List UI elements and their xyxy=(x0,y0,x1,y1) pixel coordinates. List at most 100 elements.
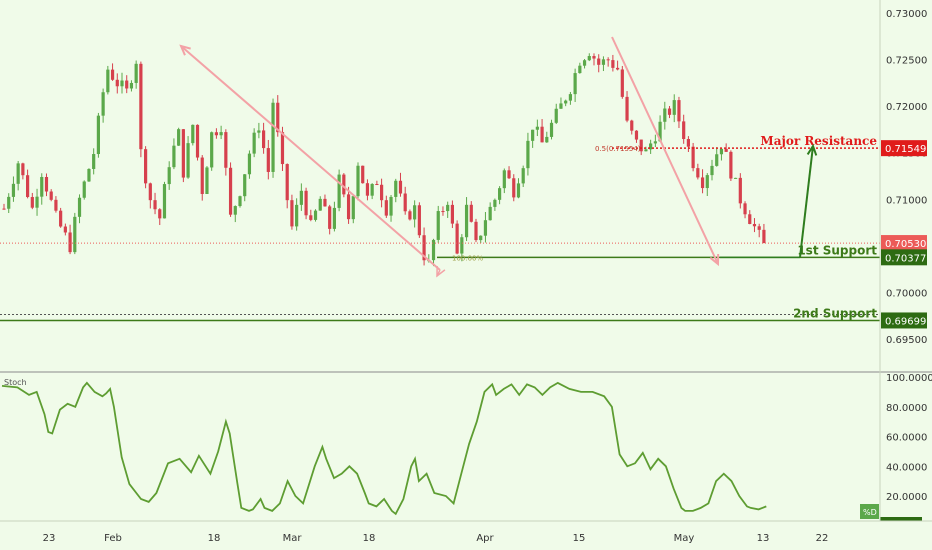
x-tick-label: Feb xyxy=(104,533,122,544)
candle-body xyxy=(158,209,162,219)
candle xyxy=(35,188,39,216)
candle-body xyxy=(120,80,124,87)
candle-body xyxy=(729,151,733,179)
candle xyxy=(450,200,454,229)
candle-body xyxy=(82,181,86,198)
candle-body xyxy=(705,175,709,189)
y-tick-label: 0.72500 xyxy=(886,56,927,67)
stoch-d-badge-text: %D xyxy=(863,508,877,517)
candle xyxy=(464,197,469,241)
candle xyxy=(493,198,497,211)
candle xyxy=(247,150,252,179)
candle xyxy=(479,235,483,244)
price-pane xyxy=(0,53,932,373)
candle xyxy=(125,75,129,94)
candle xyxy=(205,166,209,194)
candle xyxy=(290,194,294,230)
candle-body xyxy=(682,121,686,140)
candle-body xyxy=(337,174,341,208)
candle xyxy=(587,53,591,62)
candle xyxy=(507,166,511,180)
candle xyxy=(417,202,421,238)
x-tick-label: Apr xyxy=(476,533,494,544)
candle xyxy=(578,62,582,74)
pink-arrow-left-head xyxy=(179,44,191,56)
candle-body xyxy=(134,63,138,83)
candle xyxy=(601,56,606,72)
candle-body xyxy=(26,175,30,198)
support-1-badge-bg xyxy=(881,249,927,266)
candle xyxy=(153,192,157,215)
stoch-d-badge-bg xyxy=(860,504,879,519)
candle-body xyxy=(653,141,657,144)
candle-body xyxy=(92,154,96,169)
candle xyxy=(719,148,724,161)
candle xyxy=(200,155,204,201)
current-price-badge-text: 0.70530 xyxy=(885,239,926,250)
candle xyxy=(540,119,544,143)
candle-body xyxy=(351,196,355,220)
x-tick-label: 13 xyxy=(757,533,770,544)
support-1-badge: 0.70377 xyxy=(881,249,927,266)
candle-body xyxy=(686,139,690,147)
candle-body xyxy=(323,198,327,207)
candle-body xyxy=(502,170,506,189)
candle xyxy=(620,65,624,99)
candle-body xyxy=(479,235,483,241)
candle xyxy=(639,139,643,156)
candle xyxy=(705,173,709,197)
candle-body xyxy=(450,204,454,224)
candle-body xyxy=(370,184,374,196)
candle xyxy=(30,192,34,210)
candle-body xyxy=(752,223,757,227)
candle xyxy=(313,209,318,222)
candle xyxy=(262,122,266,154)
candle-body xyxy=(2,208,6,210)
candle xyxy=(134,60,138,89)
candle-body xyxy=(606,59,610,61)
candle-body xyxy=(290,200,294,227)
candle-body xyxy=(535,126,539,130)
candle-body xyxy=(106,69,110,93)
candle-body xyxy=(63,226,67,233)
pink-arrow-left-shaft xyxy=(180,45,441,271)
candle xyxy=(724,143,728,152)
candle xyxy=(592,53,596,66)
candle xyxy=(762,223,766,244)
resistance-title: Major Resistance xyxy=(760,134,877,148)
candle-body xyxy=(526,140,530,169)
candle xyxy=(436,205,440,243)
candle-body xyxy=(498,188,502,200)
green-arrow-up-shaft xyxy=(799,145,814,258)
candle xyxy=(568,91,572,105)
candle xyxy=(68,224,72,255)
candle xyxy=(502,168,506,194)
candle-body xyxy=(77,197,82,217)
candle-body xyxy=(611,60,615,68)
candle xyxy=(181,128,185,183)
support-1-badge-text: 0.70377 xyxy=(885,253,926,264)
candle-body xyxy=(748,214,752,224)
annotations: Major Resistance 1st Support 2nd Support 0.… xyxy=(0,36,880,322)
candle xyxy=(535,119,539,137)
current-price-badge: 0.70530 xyxy=(881,235,927,252)
candle xyxy=(332,201,336,232)
candle-body xyxy=(101,92,105,116)
candle xyxy=(446,201,450,218)
candle xyxy=(191,124,195,146)
candle xyxy=(634,130,639,143)
candle xyxy=(26,169,30,199)
stoch-d-badge: %D xyxy=(860,504,879,519)
candle xyxy=(743,201,747,219)
candle xyxy=(455,220,459,255)
candle xyxy=(752,218,757,233)
candle xyxy=(394,178,398,203)
candle-body xyxy=(243,174,247,197)
pink-arrow-left xyxy=(179,44,441,271)
candle-body xyxy=(700,177,705,189)
candle xyxy=(252,128,256,158)
candle xyxy=(96,112,100,158)
candle xyxy=(110,63,115,81)
candle-body xyxy=(87,168,91,182)
candle xyxy=(11,176,16,202)
